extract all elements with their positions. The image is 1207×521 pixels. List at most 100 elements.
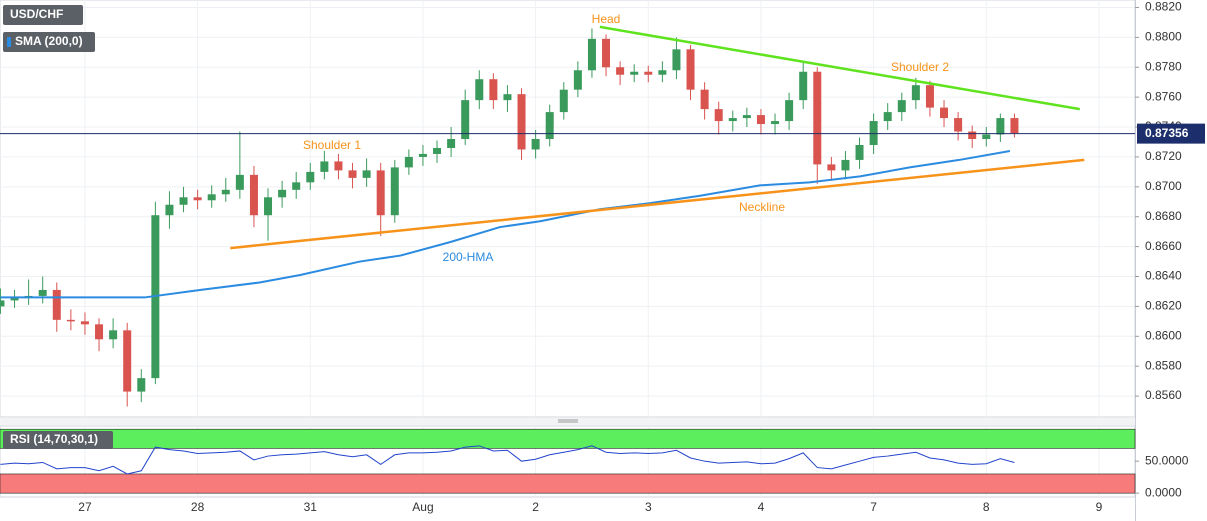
candle-body (165, 204, 174, 216)
candle-body (700, 89, 709, 110)
indicator-swatch (7, 37, 11, 47)
indicator-label: SMA (200,0) (15, 34, 83, 48)
y-tick-label: 0.8780 (1145, 59, 1182, 73)
candle-body (306, 171, 315, 183)
rsi-band (0, 428, 1136, 449)
candle-body (489, 79, 498, 101)
candle-body (714, 109, 723, 122)
y-tick-label: 0.8560 (1145, 388, 1182, 402)
annotation: Shoulder 2 (891, 60, 949, 74)
candle-body (193, 197, 202, 201)
candle-body (10, 297, 19, 301)
candle-body (517, 94, 526, 150)
y-tick-label: 0.8600 (1145, 328, 1182, 342)
candle-body (38, 289, 47, 296)
grid (0, 0, 1139, 521)
candle-body (813, 71, 822, 165)
y-tick-label: 50.0000 (1145, 453, 1189, 467)
last-price-box (1137, 123, 1205, 144)
symbol-box (3, 5, 83, 25)
candle-body (390, 167, 399, 216)
candle-body (644, 71, 653, 75)
x-tick-label: 9 (1096, 500, 1103, 514)
candle-body (362, 170, 371, 178)
candle-body (278, 189, 287, 198)
candle-body (221, 189, 230, 195)
rsi-band (0, 473, 1136, 494)
candle-body (1010, 118, 1019, 134)
trend-line (230, 158, 1085, 250)
candle-body (137, 378, 146, 392)
rsi-label: RSI (14,70,30,1) (10, 432, 98, 446)
candle-body (587, 38, 596, 71)
candle-body (911, 85, 920, 101)
candle-body (179, 197, 188, 205)
candle-body (883, 112, 892, 122)
y-tick-label: 0.8580 (1145, 358, 1182, 372)
candle-body (799, 71, 808, 101)
candle-body (925, 85, 934, 108)
symbol-label: USD/CHF (10, 7, 63, 21)
candle-body (503, 94, 512, 101)
y-tick-label: 0.8640 (1145, 269, 1182, 283)
candle-body (95, 324, 104, 340)
candle-body (771, 121, 780, 125)
candle-body (52, 289, 61, 320)
candle-body (404, 156, 413, 168)
y-tick-label: 0.8820 (1145, 0, 1182, 14)
x-tick-label: 7 (870, 500, 877, 514)
y-tick-label: 0.8720 (1145, 149, 1182, 163)
x-tick-label: 4 (758, 500, 765, 514)
x-tick-label: Aug (412, 500, 433, 514)
candle-body (475, 79, 484, 101)
trend-line (599, 25, 1081, 111)
candle-body (249, 174, 258, 216)
annotation: Neckline (739, 200, 785, 214)
y-tick-label: 0.0000 (1145, 485, 1182, 499)
candle-body (686, 49, 695, 90)
candle-body (982, 134, 991, 139)
marks (0, 25, 1085, 475)
candle-body (672, 49, 681, 71)
candle-body (785, 100, 794, 122)
main-panel (0, 0, 1136, 418)
candle-body (573, 70, 582, 90)
candle-body (855, 144, 864, 160)
candle-body (0, 300, 5, 307)
candle-body (559, 89, 568, 113)
x-tick-label: 28 (191, 500, 205, 514)
candle-body (348, 170, 357, 178)
candle-body (616, 67, 625, 75)
rsi-label-box (3, 431, 113, 449)
candle-body (841, 159, 850, 171)
candle-body (996, 118, 1005, 135)
y-tick-label: 0.8800 (1145, 30, 1182, 44)
rsi-line (0, 445, 1015, 475)
candle-body (123, 330, 132, 392)
x-tick-label: 27 (78, 500, 92, 514)
y-tick-label: 0.8700 (1145, 179, 1182, 193)
candle-body (66, 319, 75, 322)
candle-body (742, 115, 751, 119)
candle-body (630, 71, 639, 75)
candle-body (869, 121, 878, 145)
annotation: Head (592, 12, 621, 26)
y-tick-label: 0.8660 (1145, 239, 1182, 253)
candle-body (531, 139, 540, 150)
candle-body (897, 100, 906, 113)
candle-body (109, 330, 118, 340)
candle-body (968, 131, 977, 139)
annotation: Shoulder 1 (303, 138, 361, 152)
y-tick-label: 0.8680 (1145, 209, 1182, 223)
candle-body (418, 153, 427, 157)
hma-line (0, 149, 1011, 299)
candle-body (264, 197, 273, 216)
y-tick-label: 0.8620 (1145, 299, 1182, 313)
candle-body (235, 174, 244, 190)
candle-body (940, 107, 949, 119)
candle-body (320, 161, 329, 172)
y-tick-label: 0.8760 (1145, 89, 1182, 103)
candle-body (658, 70, 667, 75)
